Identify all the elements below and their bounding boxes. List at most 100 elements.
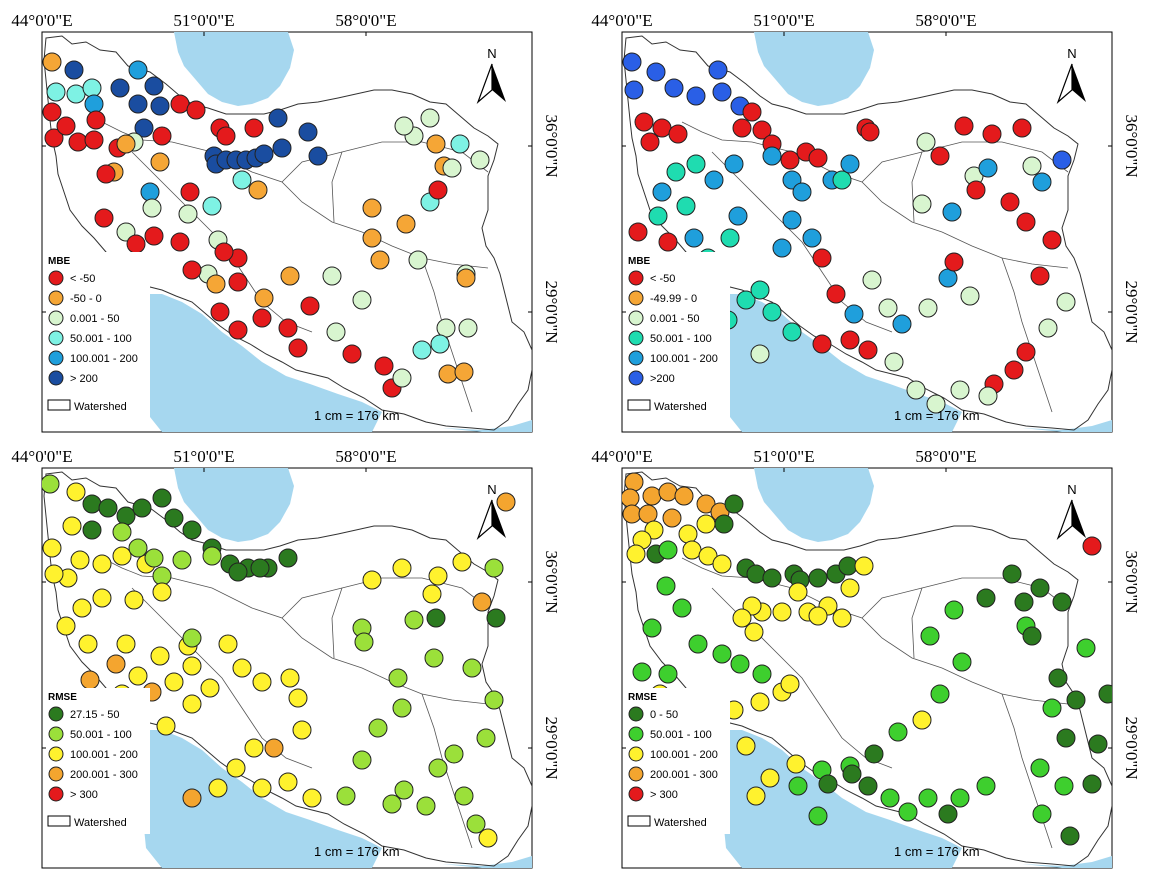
station-marker (302, 788, 322, 808)
station-marker (844, 304, 864, 324)
station-marker (252, 778, 272, 798)
station-marker (658, 232, 678, 252)
station-marker (818, 774, 838, 794)
station-marker (394, 116, 414, 136)
sea-area (382, 412, 532, 432)
station-marker (916, 132, 936, 152)
station-marker (788, 582, 808, 602)
station-marker (648, 206, 668, 226)
station-marker (428, 758, 448, 778)
station-marker (252, 672, 272, 692)
station-marker (280, 668, 300, 688)
watershed-boundary (171, 577, 489, 705)
station-marker (704, 170, 724, 190)
station-marker (840, 330, 860, 350)
station-marker (832, 170, 852, 190)
lon-tick-label: 58°0'0"E (335, 447, 396, 466)
station-marker (64, 60, 84, 80)
station-marker (228, 272, 248, 292)
legend-swatch (628, 290, 644, 306)
station-marker (42, 102, 62, 122)
station-marker (858, 340, 878, 360)
legend-swatch (48, 706, 64, 722)
station-marker (1032, 172, 1052, 192)
legend-label: 100.001 - 200 (650, 353, 718, 365)
station-marker (426, 134, 446, 154)
legend-label: < -50 (70, 273, 95, 285)
station-marker (326, 322, 346, 342)
sea-area (382, 848, 532, 868)
legend-swatch (628, 330, 644, 346)
station-marker (918, 298, 938, 318)
station-marker (486, 608, 506, 628)
station-marker (808, 568, 828, 588)
station-marker (782, 210, 802, 230)
station-marker (382, 794, 402, 814)
legend: RMSE 27.15 - 50 50.001 - 100 100.001 - 200 2… (46, 688, 150, 834)
station-marker (298, 122, 318, 142)
station-marker (652, 182, 672, 202)
lat-tick-label: 36°0'0"N (542, 550, 561, 613)
station-marker (42, 474, 60, 494)
station-marker (322, 266, 342, 286)
station-marker (96, 164, 116, 184)
station-marker (254, 288, 274, 308)
station-marker (878, 298, 898, 318)
station-marker (1030, 758, 1050, 778)
station-marker (802, 228, 822, 248)
station-marker (1048, 668, 1068, 688)
station-marker (362, 570, 382, 590)
station-marker (1016, 212, 1036, 232)
station-marker (668, 124, 688, 144)
station-marker (880, 788, 900, 808)
legend-swatch (628, 766, 644, 782)
legend-swatch (628, 350, 644, 366)
station-marker (944, 600, 964, 620)
legend-swatch (628, 310, 644, 326)
sea-area (722, 294, 962, 432)
station-marker (134, 118, 154, 138)
station-marker (84, 130, 104, 150)
station-marker (56, 116, 76, 136)
station-marker (308, 146, 328, 166)
legend-swatch (48, 766, 64, 782)
station-marker (226, 758, 246, 778)
station-marker (152, 488, 172, 508)
station-marker (462, 658, 482, 678)
station-marker (664, 78, 684, 98)
station-marker (950, 380, 970, 400)
legend-swatch (48, 746, 64, 762)
station-marker (156, 716, 176, 736)
station-marker (1012, 118, 1032, 138)
station-marker (420, 108, 440, 128)
station-marker (712, 82, 732, 102)
station-marker (152, 566, 172, 586)
station-marker (142, 198, 162, 218)
station-marker (392, 368, 412, 388)
station-marker (966, 180, 986, 200)
station-marker (976, 588, 996, 608)
station-marker (1004, 360, 1024, 380)
station-marker (942, 202, 962, 222)
sea-area (142, 294, 382, 432)
station-marker (744, 622, 764, 642)
station-marker (752, 120, 772, 140)
station-marker (884, 352, 904, 372)
station-marker (42, 538, 62, 558)
station-marker (244, 118, 264, 138)
legend-label: 50.001 - 100 (70, 729, 132, 741)
station-marker (762, 146, 782, 166)
station-marker (860, 122, 880, 142)
legend-swatch (48, 786, 64, 802)
station-marker (892, 314, 912, 334)
watershed-boundary (911, 587, 923, 659)
station-marker (362, 198, 382, 218)
station-marker (624, 80, 644, 100)
legend-label: > 300 (650, 789, 678, 801)
station-marker (808, 606, 828, 626)
legend: MBE < -50 -49.99 - 0 0.001 - 50 50.001 - 100… (626, 252, 730, 418)
station-marker (354, 632, 374, 652)
station-marker (80, 670, 100, 690)
station-marker (952, 652, 972, 672)
station-marker (92, 588, 112, 608)
